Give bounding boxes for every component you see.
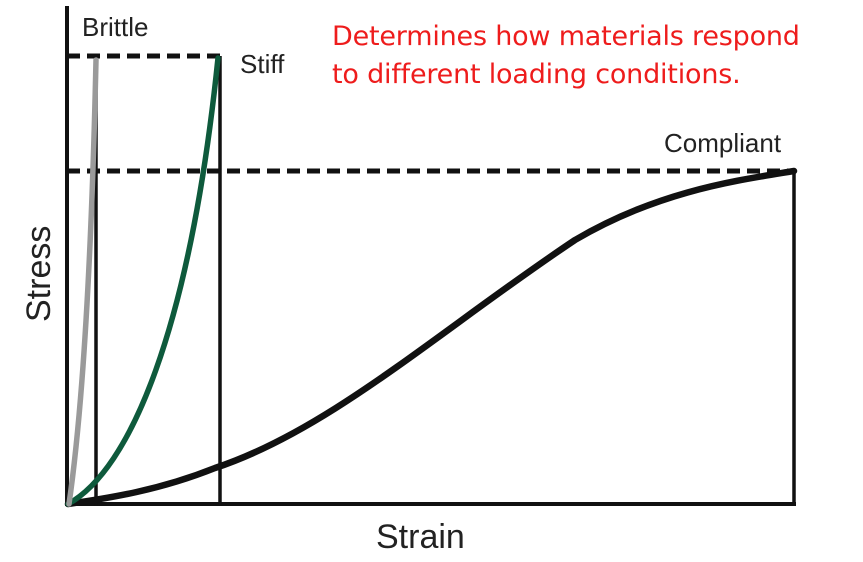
stiff-curve <box>65 55 221 507</box>
brittle-curve <box>66 57 99 507</box>
annotation-line-1: Determines how materials respond <box>332 21 800 52</box>
stiff-label: Stiff <box>240 49 285 79</box>
compliant-label: Compliant <box>664 128 782 158</box>
brittle-label: Brittle <box>82 12 148 42</box>
annotation-text: Determines how materials respond to diff… <box>332 18 852 94</box>
y-axis-label: Stress <box>20 226 58 322</box>
compliant-curve <box>64 167 798 508</box>
annotation-line-2: to different loading conditions. <box>332 59 741 90</box>
x-axis-label: Strain <box>376 518 465 556</box>
